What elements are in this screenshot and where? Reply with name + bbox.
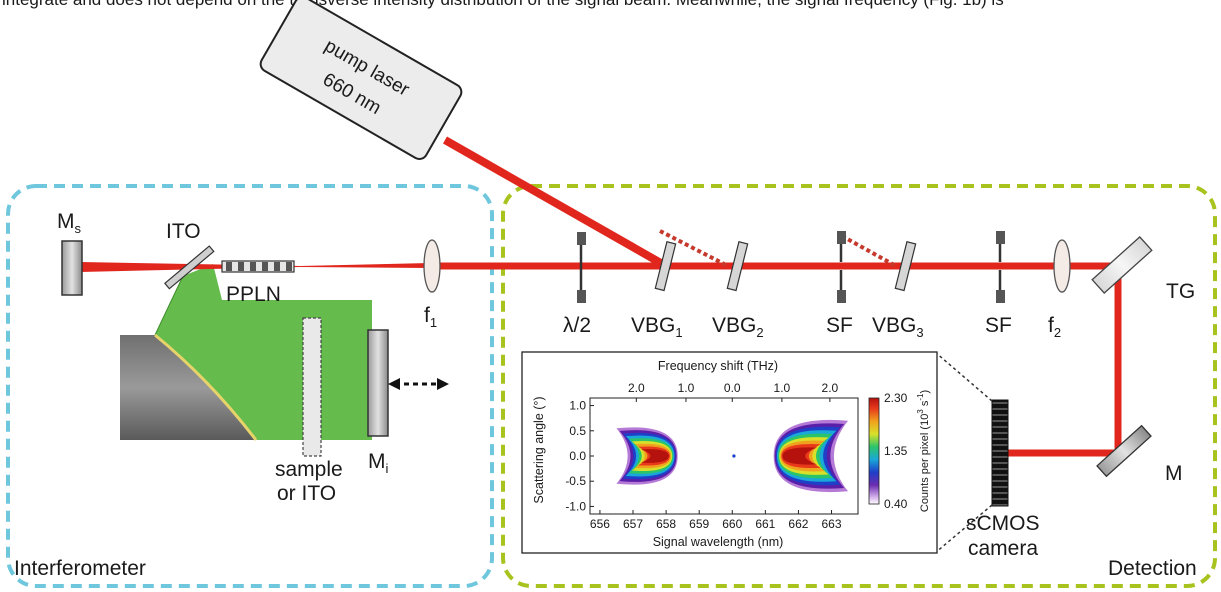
mirror-mi [367,329,389,437]
detection-region [501,184,1217,588]
mirror-ms [61,240,83,296]
colorbar-tick-1: 1.35 [884,444,908,458]
label-f1: f1 [424,304,437,330]
plot-area: 656 657 658 659 660 661 662 663 2.0 1.0 0.0 1.0 2.0 -… [565,381,859,531]
ito-plate [164,245,215,290]
x-tick-label-7: 663 [822,517,842,531]
heatmap-level-1-8 [782,447,817,465]
inset-frame [521,351,938,554]
parabolic-mirror [120,335,256,440]
label-interferometer: Interferometer [14,557,146,580]
y-tick-label-0: -1.0 [565,499,586,513]
transmission-grating [1091,235,1153,295]
top-partial-text: integrate and does not depend on the tra… [2,0,1004,9]
ppln-crystal [221,260,295,273]
pump-beam [443,136,668,270]
vbg1 [654,241,677,292]
colorbar-ticks: 2.30 1.35 0.40 [884,391,908,511]
spatial-filter-2 [996,231,1005,303]
top-tick-label-2: 0.0 [724,381,741,395]
x-tick-label-4: 660 [722,517,742,531]
label-m: M [1165,462,1183,485]
x-tick-label-6: 662 [788,517,808,531]
label-ppln: PPLN [226,283,281,306]
label-f2: f2 [1048,314,1061,340]
label-sample: sample [275,458,343,481]
top-axis-label: Frequency shift (THz) [658,359,778,373]
x-axis-label: Signal wavelength (nm) [653,535,784,549]
spatial-filter-1 [837,231,846,303]
x-tick-label-5: 661 [755,517,775,531]
center-spot [732,454,736,458]
sample-slab [302,317,322,457]
label-sample-or-ito: or ITO [277,482,336,505]
heatmap-level-0-8 [641,449,669,463]
colorbar-label: Counts per pixel (103 s-1) [916,390,931,512]
label-halfwave: λ/2 [563,314,591,337]
inset-chart: 656 657 658 659 660 661 662 663 2.0 1.0 0.0 1.0 2.0 -… [521,351,938,554]
x-tick-label-2: 658 [656,517,676,531]
vbg2 [726,241,749,292]
top-tick-label-3: 1.0 [774,381,791,395]
label-tg: TG [1166,280,1195,303]
lens-f2 [1053,239,1071,293]
y-tick-label-2: 0.0 [569,449,586,463]
labels: Ms ITO PPLN f1 λ/2 VBG1 VBG2 SF VBG3 SF … [14,210,1197,580]
label-sf2: SF [985,314,1012,337]
label-vbg3: VBG3 [872,314,924,340]
mirror-m [1096,424,1152,478]
label-detection: Detection [1108,557,1197,580]
scmos-camera [991,399,1009,507]
x-tick-label-1: 657 [623,517,643,531]
interferometer-region [6,184,494,588]
colorbar-tick-2: 0.40 [884,497,908,511]
y-tick-label-1: -0.5 [565,474,586,488]
y-tick-label-4: 1.0 [569,399,586,413]
colorbar-tick-0: 2.30 [884,391,908,405]
y-tick-label-3: 0.5 [569,424,586,438]
vbg3 [894,241,917,292]
top-tick-label-0: 2.0 [628,381,645,395]
lens-f1 [423,239,441,293]
pump-laser: pump laser 660 nm [259,0,463,160]
label-camera-2: camera [968,537,1038,560]
label-mi: Mi [368,450,389,476]
top-tick-label-4: 2.0 [822,381,839,395]
label-camera-1: sCMOS [966,512,1040,535]
halfwave-plate [577,232,586,303]
label-vbg1: VBG1 [631,314,683,340]
y-axis-label: Scattering angle (°) [532,396,546,503]
label-vbg2: VBG2 [712,314,764,340]
colorbar [868,397,880,505]
label-sf1: SF [826,314,853,337]
top-tick-label-1: 1.0 [678,381,695,395]
x-tick-label-0: 656 [590,517,610,531]
x-tick-label-3: 659 [689,517,709,531]
label-ito: ITO [166,220,201,243]
label-ms: Ms [57,210,82,236]
